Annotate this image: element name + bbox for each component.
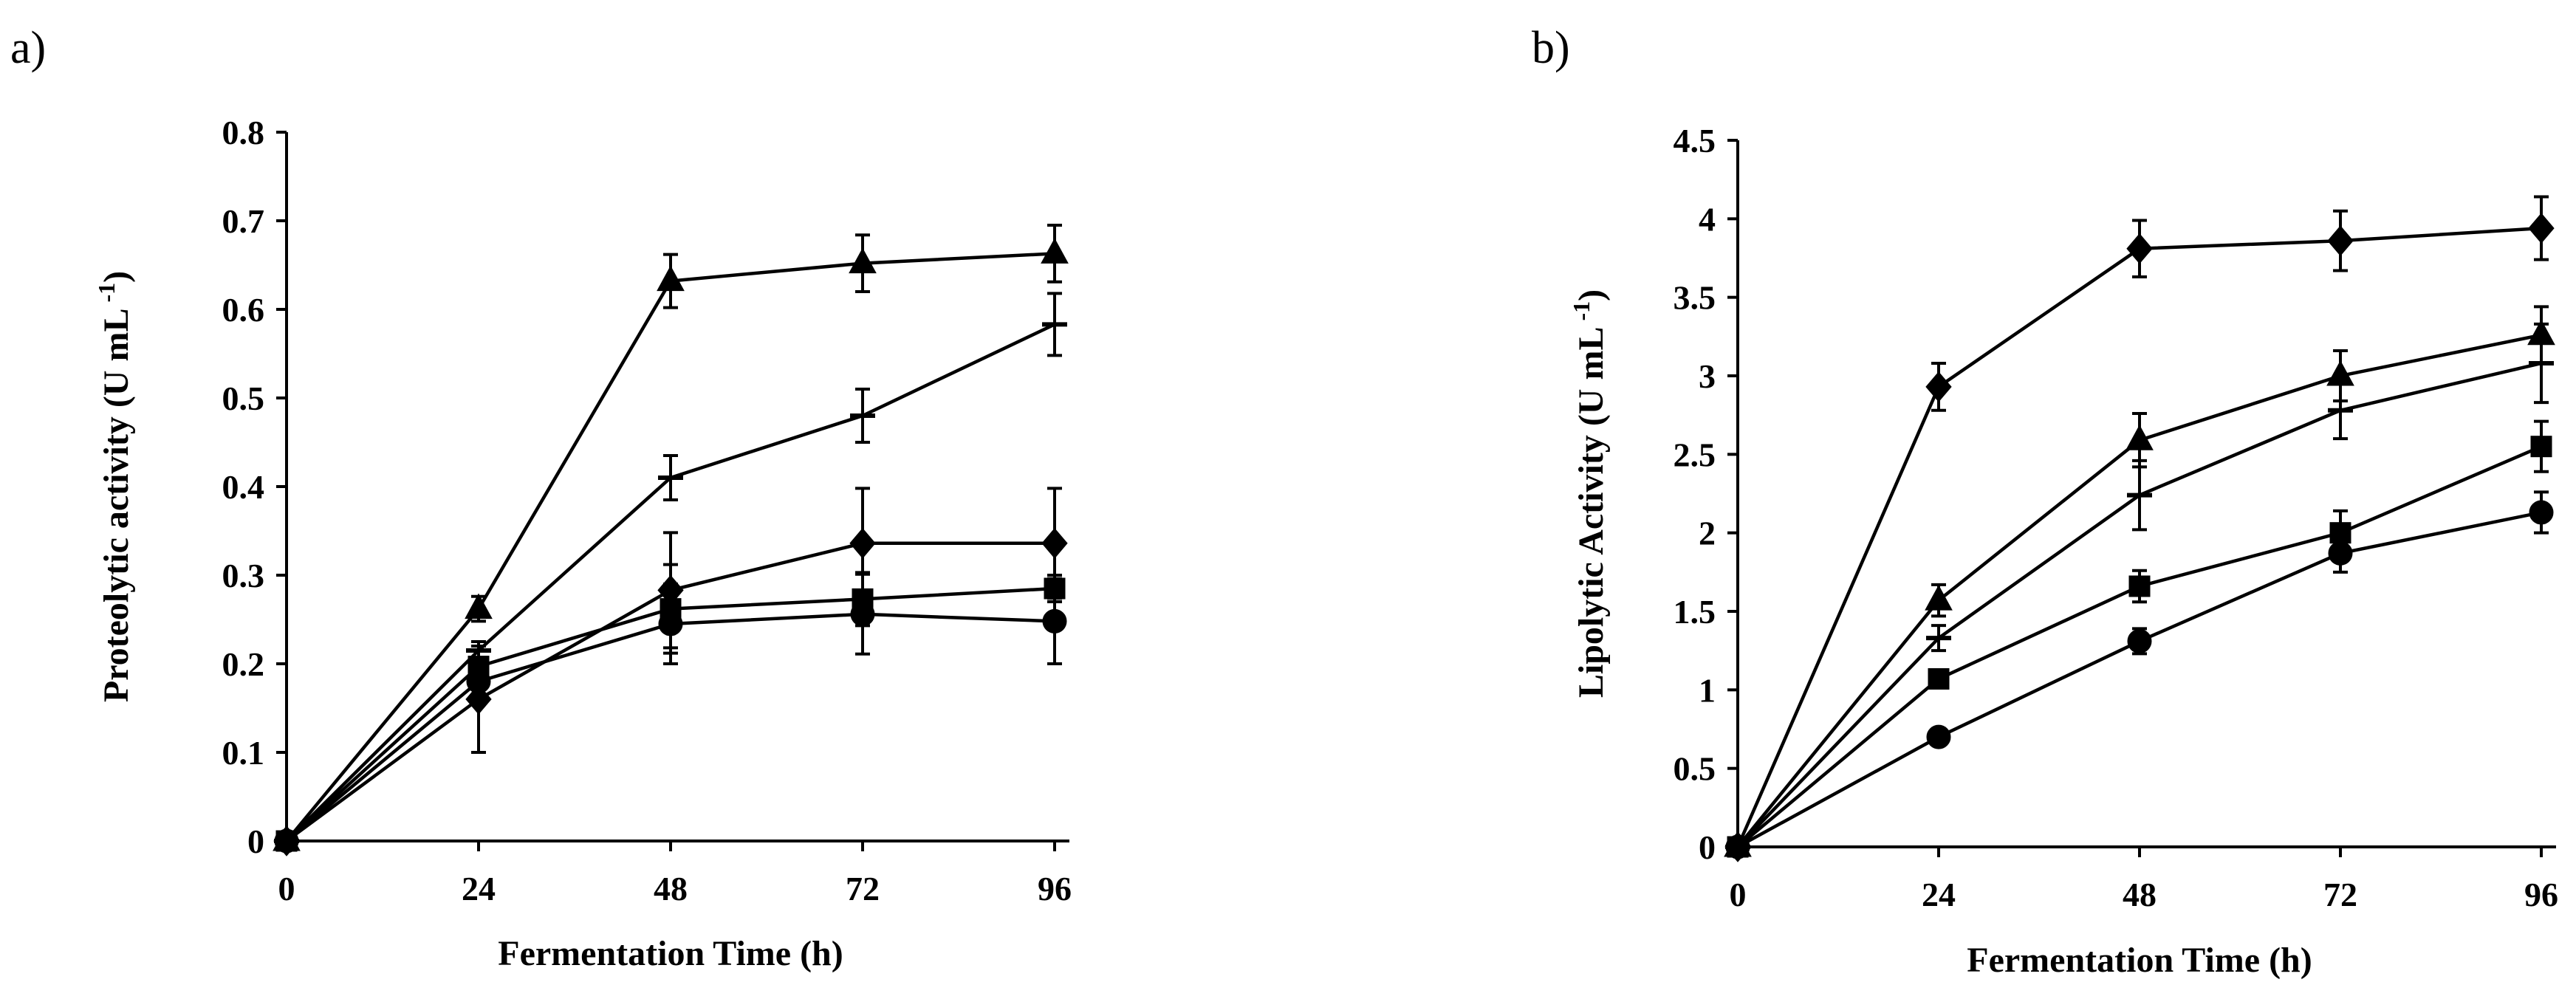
data-point-diamond <box>2327 225 2354 256</box>
x-tick-label: 48 <box>654 870 688 907</box>
y-tick-label: 4 <box>1699 200 1716 238</box>
y-tick-label: 4.5 <box>1674 122 1716 159</box>
series-circle <box>1725 490 2554 859</box>
y-tick-label: 3.5 <box>1674 279 1716 317</box>
series-circle <box>274 572 1067 854</box>
chart-lipolytic-activity: b) 0 0.5 1 1.5 2 2.5 3 3.5 4 4.5 0 24 48 72 96 Fermentat… <box>1532 23 2558 980</box>
x-tick-label: 0 <box>278 870 295 907</box>
data-point-diamond <box>2126 233 2153 264</box>
panel-label: a) <box>10 23 46 73</box>
y-tick-label: 0.5 <box>1674 750 1716 788</box>
data-point-triangle <box>465 593 493 619</box>
y-tick-label: 0.1 <box>222 734 265 772</box>
data-point-circle <box>2529 500 2554 525</box>
data-point-circle <box>2127 628 2152 653</box>
y-axis-title: Lipolytic Activity (U mL -1) <box>1568 289 1611 698</box>
y-tick-label: 0 <box>247 823 264 860</box>
data-point-diamond <box>1925 371 1952 402</box>
y-tick-label: 0 <box>1699 828 1716 866</box>
x-tick-label: 96 <box>2524 876 2558 913</box>
y-tick-label: 3 <box>1699 357 1716 395</box>
y-tick-label: 0.3 <box>222 557 265 594</box>
panel-label: b) <box>1532 23 1570 73</box>
data-point-circle <box>1042 608 1067 634</box>
y-tick-label: 1 <box>1699 671 1716 709</box>
series-line-circle <box>1736 510 2542 848</box>
x-tick-label: 0 <box>1730 876 1747 913</box>
data-point-circle <box>274 828 299 854</box>
data-point-circle <box>466 669 491 694</box>
data-point-square <box>2128 575 2151 597</box>
data-point-triangle <box>2125 425 2154 450</box>
x-tick-label: 72 <box>2323 876 2357 913</box>
data-point-square <box>1928 667 1950 690</box>
data-point-diamond <box>1041 528 1068 559</box>
chart-proteolytic-activity: a) 0 0.1 0.2 0.3 0.4 0.5 0.6 0.7 0.8 0 24 48 72 96 Ferm… <box>10 23 1072 973</box>
data-point-triangle <box>657 265 685 292</box>
y-tick-label: 0.2 <box>222 645 265 683</box>
data-point-triangle <box>1041 238 1069 264</box>
y-tick-label: 0.6 <box>222 291 265 329</box>
data-point-diamond <box>849 528 876 559</box>
x-tick-label: 48 <box>2123 876 2157 913</box>
series-diamond <box>1724 195 2555 862</box>
data-point-square <box>2530 436 2552 458</box>
x-axis-title: Fermentation Time (h) <box>1967 941 2312 980</box>
x-tick-label: 96 <box>1038 870 1072 907</box>
data-point-triangle <box>849 247 877 274</box>
y-tick-label: 0.8 <box>222 114 265 151</box>
y-tick-label: 0.7 <box>222 202 265 240</box>
data-point-circle <box>850 602 875 627</box>
y-tick-label: 0.4 <box>222 468 265 506</box>
data-point-circle <box>1926 724 1951 749</box>
x-tick-label: 24 <box>1922 876 1956 913</box>
y-tick-label: 1.5 <box>1674 593 1716 631</box>
series-dash <box>1725 322 2554 849</box>
y-tick-label: 2.5 <box>1674 436 1716 473</box>
y-tick-label: 0.5 <box>222 380 265 417</box>
x-tick-label: 24 <box>462 870 496 907</box>
y-axis-title: Proteolytic activity (U mL -1) <box>93 271 136 702</box>
data-point-circle <box>1725 834 1750 859</box>
y-tick-label: 2 <box>1699 515 1716 552</box>
data-point-triangle <box>1925 585 1953 611</box>
data-point-circle <box>2328 540 2353 566</box>
data-point-diamond <box>2528 213 2555 244</box>
x-tick-label: 72 <box>846 870 880 907</box>
x-axis-title: Fermentation Time (h) <box>498 934 843 973</box>
series-diamond <box>273 487 1068 856</box>
data-point-circle <box>658 611 683 636</box>
